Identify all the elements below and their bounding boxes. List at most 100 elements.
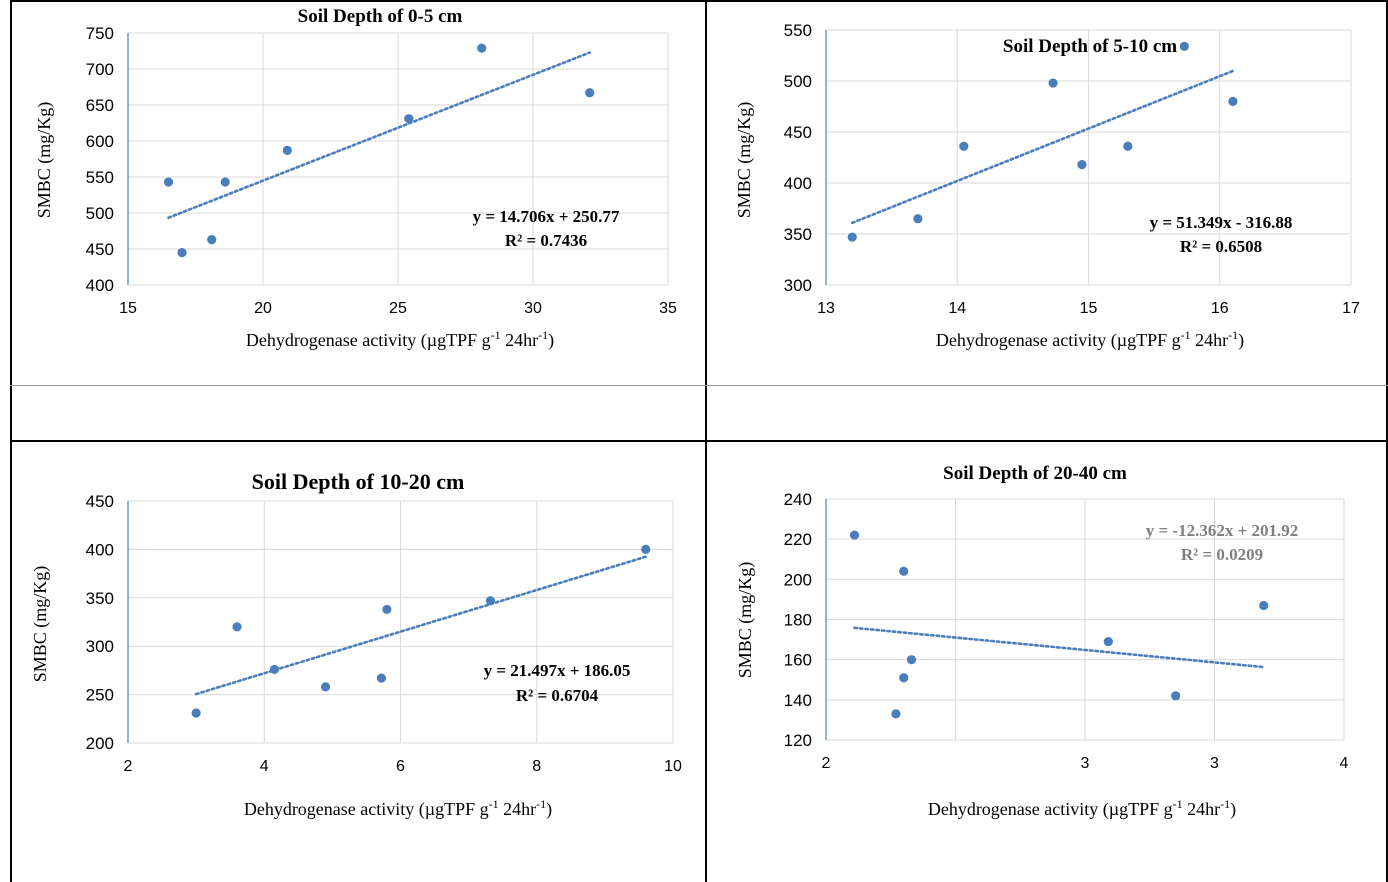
chart-title: Soil Depth of 5-10 cm — [1003, 36, 1177, 57]
chart-panel-5-10cm: 300 350 400 450 500 550 13 14 15 16 17 Soil Depth o… — [706, 0, 1388, 440]
x-tick-label: 15 — [119, 300, 137, 317]
data-point — [207, 235, 217, 245]
y-axis-label: SMBC (mg/Kg) — [735, 562, 756, 679]
x-axis-label-part: ) — [548, 330, 554, 351]
data-point — [1103, 636, 1113, 647]
y-tick-label: 400 — [784, 174, 812, 193]
x-tick-label: 35 — [659, 300, 677, 317]
chart-panel-10-20cm: 200 250 300 350 400 450 2 4 6 8 10 Soil Depth of 10… — [10, 441, 705, 882]
x-axis-label-part: 24hr — [501, 330, 539, 350]
x-axis-label-sup: -1 — [538, 328, 548, 342]
x-tick-label: 4 — [260, 758, 269, 775]
x-axis-label: Dehydrogenase activity (µgTPF g-1 24hr-1… — [928, 797, 1236, 820]
y-tick-label: 750 — [86, 24, 114, 43]
y-tick-label: 500 — [784, 72, 812, 91]
x-axis-label-part: Dehydrogenase activity (µgTPF g — [244, 799, 489, 820]
x-tick-label: 2 — [822, 755, 831, 772]
trendline — [853, 626, 1266, 669]
y-tick-label: 400 — [86, 540, 114, 559]
y-tick-label: 300 — [86, 637, 114, 656]
x-tick-label: 20 — [254, 300, 272, 317]
x-axis-label-part: ) — [546, 799, 552, 820]
x-axis-label-part: Dehydrogenase activity (µgTPF g — [928, 799, 1173, 820]
trendline-equation: y = 51.349x - 316.88 — [1150, 213, 1293, 232]
y-tick-label: 450 — [784, 123, 812, 142]
x-axis-label-part: 24hr — [1191, 330, 1229, 350]
x-tick-label: 3 — [1081, 755, 1090, 772]
scatter-chart-5-10cm: 300 350 400 450 500 550 13 14 15 16 17 Soil Depth o… — [734, 21, 1360, 351]
x-tick-label: 30 — [524, 300, 542, 317]
data-point — [163, 177, 174, 187]
data-point — [585, 88, 595, 98]
y-tick-label: 400 — [86, 276, 114, 295]
x-axis-label: Dehydrogenase activity (µgTPF g-1 24hr-1… — [246, 328, 554, 351]
x-tick-label: 14 — [948, 300, 966, 317]
y-axis-label: SMBC (mg/Kg) — [30, 566, 51, 683]
data-point — [191, 708, 201, 718]
data-point — [1077, 160, 1087, 170]
x-tick-label: 2 — [124, 758, 133, 775]
data-point — [485, 596, 496, 606]
x-tick-label: 6 — [396, 758, 405, 775]
x-tick-label: 17 — [1342, 300, 1360, 317]
x-tick-label: 10 — [664, 758, 682, 775]
r-squared-value: R² = 0.6508 — [1180, 237, 1262, 256]
x-tick-label: 8 — [532, 758, 541, 775]
data-point — [1228, 96, 1238, 106]
x-axis-label-part: 24hr — [1183, 799, 1221, 819]
x-axis-label: Dehydrogenase activity (µgTPF g-1 24hr-1… — [936, 328, 1244, 351]
x-axis-label-sup: -1 — [1220, 797, 1230, 811]
y-tick-label: 140 — [784, 691, 812, 710]
y-tick-label: 550 — [86, 168, 114, 187]
y-tick-label: 600 — [86, 132, 114, 151]
y-tick-label: 200 — [784, 570, 812, 589]
data-point — [847, 232, 857, 242]
x-tick-label: 25 — [389, 300, 407, 317]
y-tick-label: 550 — [784, 21, 812, 40]
data-point — [1259, 600, 1269, 611]
data-point — [913, 214, 923, 224]
scatter-chart-20-40cm: 120 140 160 180 200 220 240 2 3 3 4 Soil Depth of 2… — [735, 463, 1349, 820]
center-divider-horizontal — [10, 440, 1388, 442]
x-axis-label-part: Dehydrogenase activity (µgTPF g — [246, 330, 491, 351]
r-squared-value: R² = 0.0209 — [1181, 545, 1263, 564]
x-axis-label-sup: -1 — [1173, 797, 1183, 811]
x-axis-label-sup: -1 — [491, 328, 501, 342]
data-point — [906, 655, 917, 665]
y-tick-label: 650 — [86, 96, 114, 115]
trendline-equation: y = 14.706x + 250.77 — [473, 207, 620, 226]
data-point — [404, 114, 414, 124]
y-tick-label: 450 — [86, 492, 114, 511]
x-axis-label-sup: -1 — [1181, 328, 1191, 342]
scatter-chart-0-5cm: 400 450 500 550 600 650 700 750 15 20 25 30 35 Soil D… — [34, 6, 677, 351]
data-point — [220, 177, 230, 187]
x-tick-label: 3 — [1210, 755, 1219, 772]
r-squared-value: R² = 0.6704 — [516, 686, 599, 705]
y-axis-label: SMBC (mg/Kg) — [34, 102, 55, 219]
data-point — [1123, 141, 1133, 151]
x-axis-label: Dehydrogenase activity (µgTPF g-1 24hr-1… — [244, 797, 552, 820]
x-tick-label: 16 — [1211, 300, 1229, 317]
x-axis-label-sup: -1 — [536, 797, 546, 811]
x-axis-label-part: ) — [1230, 799, 1236, 820]
trendline-equation: y = 21.497x + 186.05 — [484, 661, 631, 680]
x-axis-label-part: Dehydrogenase activity (µgTPF g — [936, 330, 1181, 351]
y-tick-label: 250 — [86, 686, 114, 705]
x-tick-label: 4 — [1340, 755, 1349, 772]
trendline-equation: y = -12.362x + 201.92 — [1146, 521, 1299, 540]
r-squared-value: R² = 0.7436 — [505, 231, 587, 250]
data-point — [899, 566, 909, 576]
y-tick-label: 200 — [86, 734, 114, 753]
data-point — [1171, 691, 1181, 701]
data-point — [899, 673, 909, 683]
data-point — [891, 709, 901, 719]
data-point — [177, 248, 187, 258]
y-tick-label: 700 — [86, 60, 114, 79]
x-axis-label-part: 24hr — [499, 799, 537, 819]
y-tick-label: 300 — [784, 276, 812, 295]
scatter-chart-10-20cm: 200 250 300 350 400 450 2 4 6 8 10 Soil Depth of 10… — [30, 469, 682, 820]
outer-border-top — [10, 0, 1388, 2]
x-axis-label-part: ) — [1238, 330, 1244, 351]
x-axis-label-sup: -1 — [1228, 328, 1238, 342]
